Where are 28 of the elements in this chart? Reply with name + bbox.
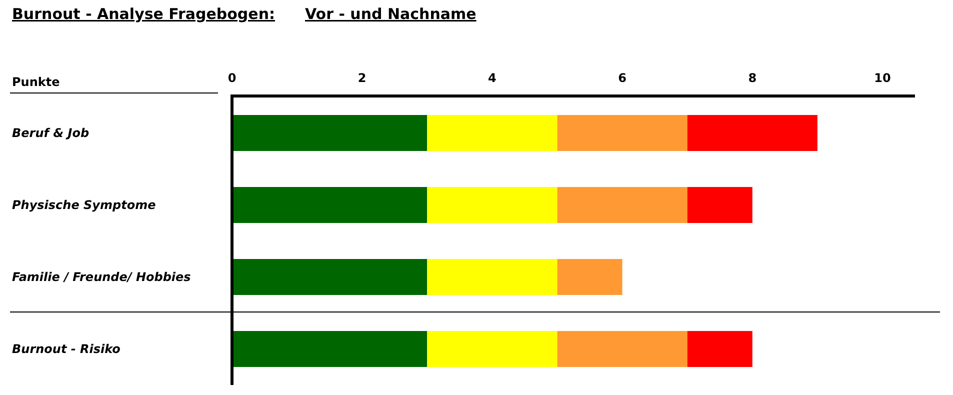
y-tick-label: Beruf & Job [12, 126, 90, 140]
bar [687, 331, 752, 367]
chart-subtitle: Vor - und Nachname [305, 5, 476, 23]
x-tick-label: 2 [358, 71, 366, 85]
x-tick-label: 0 [228, 71, 236, 85]
bar [427, 115, 558, 151]
bar [427, 187, 558, 223]
bar [557, 331, 688, 367]
x-tick-label: 6 [618, 71, 626, 85]
bar [557, 259, 622, 295]
bar [687, 187, 752, 223]
bar [232, 187, 428, 223]
x-tick-label: 4 [488, 71, 496, 85]
y-tick-label: Burnout - Risiko [12, 342, 120, 356]
bar [232, 259, 428, 295]
bar [427, 259, 558, 295]
bar [687, 115, 818, 151]
bar [232, 115, 428, 151]
bar [557, 115, 688, 151]
bar [232, 331, 428, 367]
y-tick-label: Physische Symptome [12, 198, 156, 212]
x-axis-title: Punkte [12, 75, 60, 89]
chart-title: Burnout - Analyse Fragebogen: [12, 5, 276, 23]
x-tick-label: 10 [874, 71, 891, 85]
bar [557, 187, 688, 223]
x-tick-label: 8 [748, 71, 757, 85]
bar [427, 331, 558, 367]
y-tick-label: Familie / Freunde/ Hobbies [12, 270, 191, 284]
